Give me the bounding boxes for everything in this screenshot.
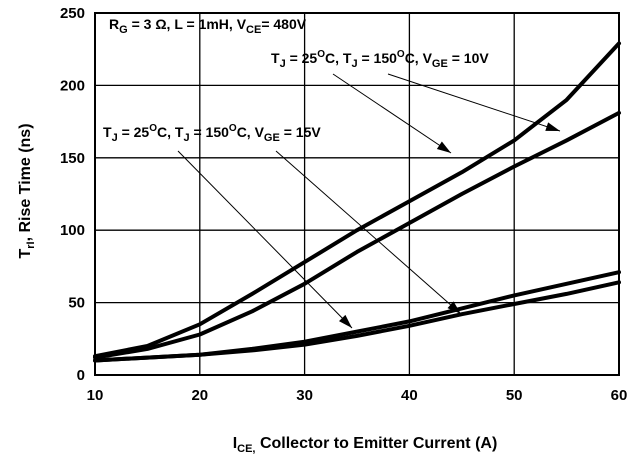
plot-frame xyxy=(94,12,620,376)
y-tick-label: 150 xyxy=(60,150,85,167)
series-line-1 xyxy=(93,41,621,359)
arrow-vge15-left-head xyxy=(338,314,352,328)
x-tick-label: 10 xyxy=(87,387,104,404)
conditions-annotation: RG = 3 Ω, L = 1mH, VCE= 480V xyxy=(109,16,307,36)
arrow-vge10-upper xyxy=(332,73,452,154)
arrow-vge10-lower-head xyxy=(545,122,560,131)
arrow-vge15-left xyxy=(177,150,353,329)
x-tick-label: 30 xyxy=(296,387,313,404)
arrow-vge10-upper-head xyxy=(436,141,451,153)
series-line-2 xyxy=(93,110,621,360)
series-line-3 xyxy=(93,270,621,363)
arrow-vge15-right xyxy=(275,150,462,315)
arrow-vge10-upper-shaft xyxy=(332,73,452,154)
x-tick-label: 40 xyxy=(401,387,418,404)
x-tick-label: 60 xyxy=(611,387,628,404)
arrow-vge10-lower-shaft xyxy=(387,73,561,132)
y-tick-label: 250 xyxy=(60,5,85,22)
y-tick-label: 100 xyxy=(60,222,85,239)
x-tick-labels: 10 20 30 40 50 60 xyxy=(87,387,628,404)
arrow-vge15-left-shaft xyxy=(177,150,353,329)
arrow-vge10-lower xyxy=(387,73,561,132)
vge15-annotation: TJ = 25OC, TJ = 150OC, VGE = 15V xyxy=(103,123,321,144)
series-line-4 xyxy=(93,280,621,363)
vge10-annotation: TJ = 25OC, TJ = 150OC, VGE = 10V xyxy=(271,49,489,70)
x-axis-title: ICE, Collector to Emitter Current (A) xyxy=(233,435,498,455)
arrow-vge15-right-head xyxy=(447,301,461,314)
x-tick-label: 50 xyxy=(506,387,523,404)
y-axis-title: TrI, Rise Time (ns) xyxy=(17,123,37,258)
annotation-arrows xyxy=(177,73,561,329)
x-tick-label: 20 xyxy=(191,387,208,404)
y-tick-labels: 0 50 100 150 200 250 xyxy=(60,5,85,384)
y-tick-label: 0 xyxy=(77,367,85,384)
series-lines xyxy=(93,41,621,363)
y-tick-label: 200 xyxy=(60,77,85,94)
y-tick-label: 50 xyxy=(68,295,85,312)
arrow-vge15-right-shaft xyxy=(275,150,462,315)
